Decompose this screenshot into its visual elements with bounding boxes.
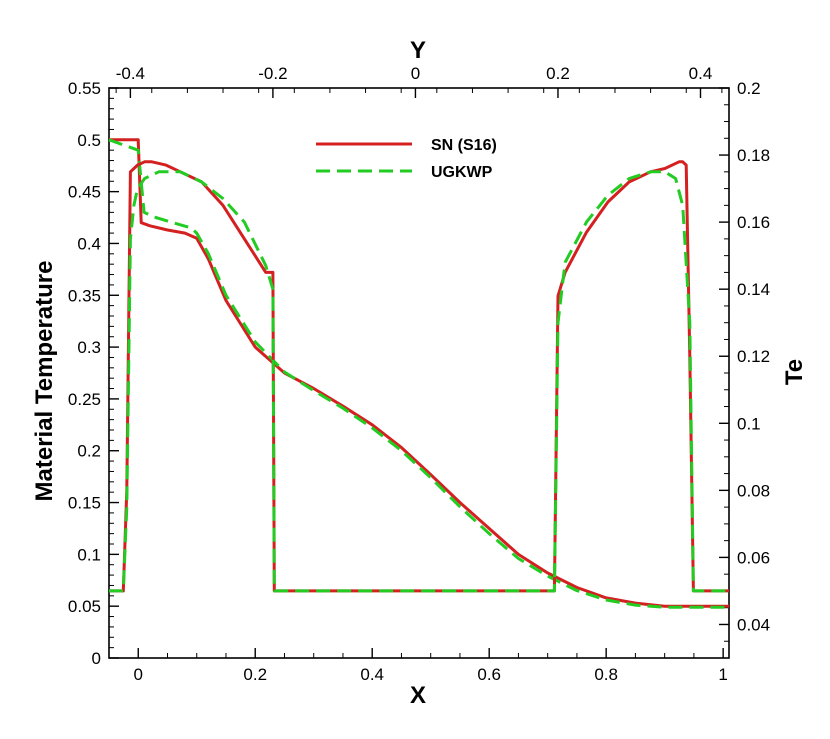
x-axis-title: X [410,682,426,709]
series-layer [108,138,729,609]
x2-tick-label: -0.4 [116,64,145,83]
y-tick-label: 0.25 [68,390,101,409]
legend: SN (S16) UGKWP [316,137,497,181]
x-tick-label: 0.8 [594,665,618,684]
y2-tick-label: 0.1 [737,414,761,433]
series-line-3 [109,170,729,593]
x2-tick-label: 0 [411,64,420,83]
right-axis-title: Te [781,359,808,385]
series-line-2 [109,160,729,593]
legend-label: UGKWP [431,164,493,181]
y2-tick-label: 0.2 [737,79,761,98]
top-axis-title: Y [410,37,426,64]
bottom-axis: 0 0.2 0.4 0.6 0.8 1 [108,648,728,684]
y2-tick-label: 0.08 [737,481,770,500]
legend-label: SN (S16) [431,137,497,154]
x-tick-label: 0.4 [360,665,384,684]
x2-tick-label: -0.2 [258,64,287,83]
top-axis: -0.4 -0.2 0 0.2 0.4 [115,64,723,98]
plot-frame [108,87,730,659]
y-tick-label: 0.5 [77,131,101,150]
y-axis-title: Material Temperature [31,261,58,502]
x2-tick-label: 0.4 [689,64,713,83]
x-tick-label: 1 [718,665,727,684]
y2-tick-label: 0.06 [737,548,770,567]
y-tick-label: 0 [92,649,101,668]
x-tick-label: 0.2 [243,665,267,684]
y2-tick-label: 0.14 [737,280,770,299]
right-axis: 0.04 0.06 0.08 0.1 0.12 0.14 0.16 0.18 0.2 [719,79,770,642]
y-tick-label: 0.05 [68,597,101,616]
y2-tick-label: 0.18 [737,146,770,165]
x-tick-label: 0 [134,665,143,684]
left-axis: 0 0.05 0.1 0.15 0.2 0.25 0.3 0.35 0.4 0.45 0.5 0.55 [68,79,119,668]
y-tick-label: 0.2 [77,442,101,461]
plot-border [108,87,730,659]
y-tick-label: 0.55 [68,79,101,98]
y-tick-label: 0.4 [77,234,101,253]
y-tick-label: 0.45 [68,183,101,202]
y-tick-label: 0.35 [68,286,101,305]
y-tick-label: 0.3 [77,338,101,357]
x2-tick-label: 0.2 [546,64,570,83]
y2-tick-label: 0.16 [737,213,770,232]
y2-tick-label: 0.04 [737,615,770,634]
series-line-0 [109,138,729,608]
y-tick-label: 0.15 [68,494,101,513]
y-tick-label: 0.1 [77,545,101,564]
series-line-1 [108,138,729,609]
y2-tick-label: 0.12 [737,347,770,366]
x-tick-label: 0.6 [477,665,501,684]
